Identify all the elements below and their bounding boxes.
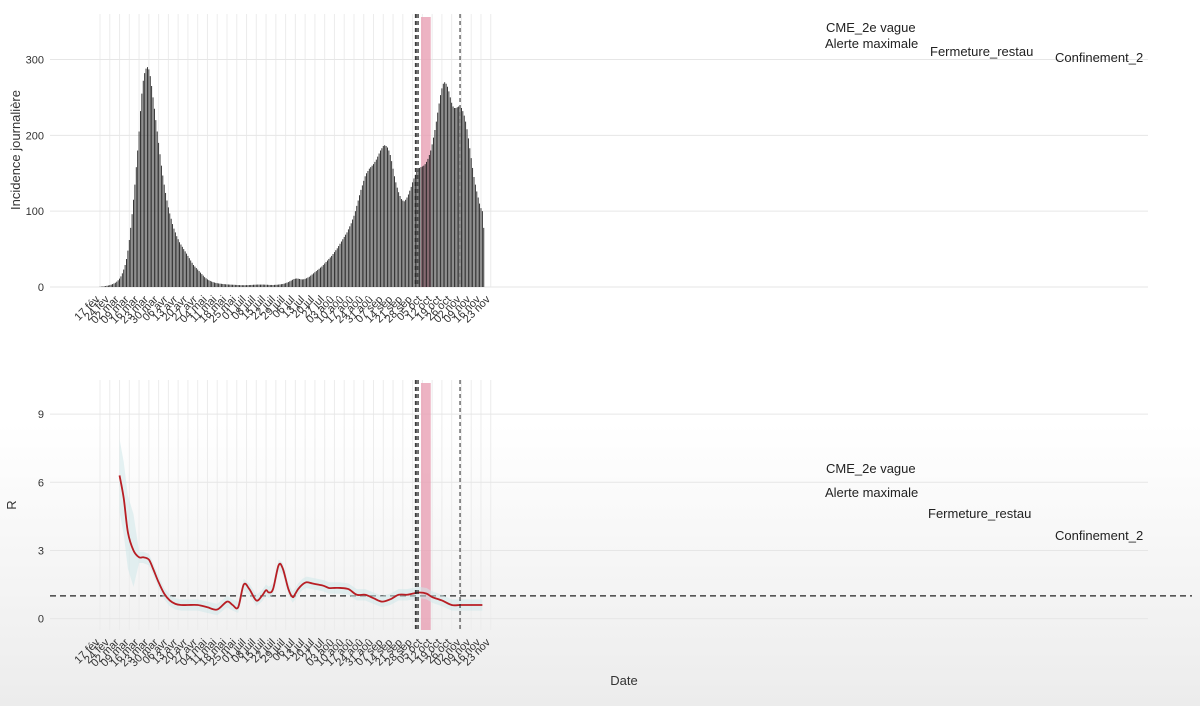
event-label: Fermeture_restau xyxy=(930,44,1033,59)
y-axis-title: R xyxy=(4,500,19,509)
shaded-period xyxy=(420,383,431,630)
y-tick-label: 0 xyxy=(38,282,44,294)
event-label: CME_2e vague xyxy=(826,20,916,35)
event-label: Confinement_2 xyxy=(1055,528,1143,543)
shaded-period xyxy=(420,17,431,287)
r-chart: 0 3 6 9 Date CME_2e vague Alerte maximale Ferme… xyxy=(4,380,1192,688)
event-label: Alerte maximale xyxy=(825,36,918,51)
event-label: CME_2e vague xyxy=(826,461,916,476)
y-axis-title: Incidence journalière xyxy=(8,90,23,210)
y-tick-label: 6 xyxy=(38,477,44,489)
event-label: Fermeture_restau xyxy=(928,506,1031,521)
event-label: Alerte maximale xyxy=(825,485,918,500)
r-line xyxy=(118,475,483,611)
y-tick-label: 9 xyxy=(38,409,44,421)
y-tick-label: 300 xyxy=(26,55,44,67)
r-confidence-band xyxy=(119,439,483,616)
y-tick-label: 100 xyxy=(26,206,44,218)
x-axis-title: Date xyxy=(610,673,637,688)
y-tick-label: 200 xyxy=(26,130,44,142)
y-tick-label: 3 xyxy=(38,545,44,557)
event-label: Confinement_2 xyxy=(1055,50,1143,65)
y-tick-label: 0 xyxy=(38,614,44,626)
